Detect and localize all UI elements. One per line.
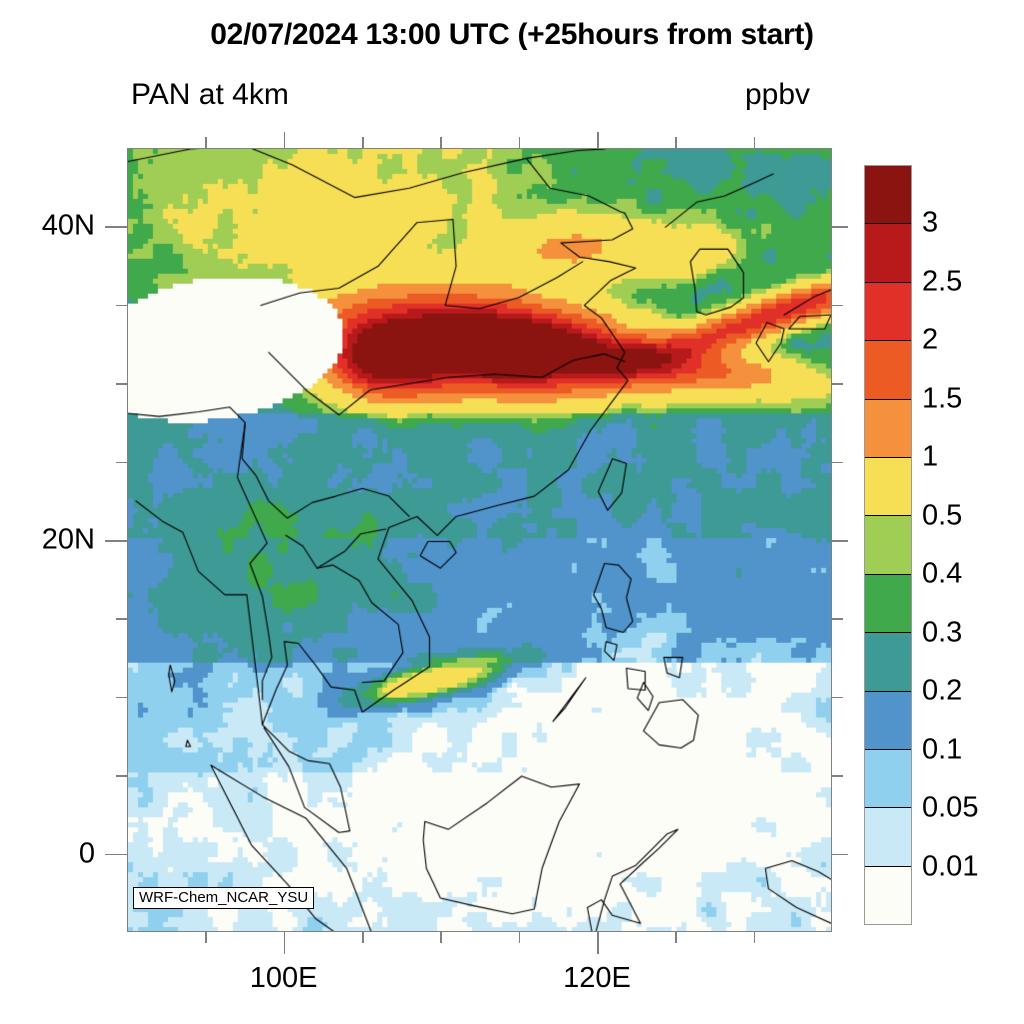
colorbar-band <box>865 691 911 750</box>
y-minor-tick-right <box>832 696 843 699</box>
y-major-tick <box>105 853 127 856</box>
colorbar-tick-label: 0.1 <box>922 733 963 766</box>
colorbar-band <box>865 574 911 634</box>
x-minor-tick <box>753 932 756 943</box>
colorbar-band <box>865 399 911 458</box>
colorbar-tick-label: 0.4 <box>922 557 963 590</box>
colorbar-band <box>865 516 911 575</box>
y-minor-tick <box>116 696 127 699</box>
colorbar-band <box>865 166 911 225</box>
colorbar-band <box>865 633 911 692</box>
colorbar-tick-label: 3 <box>922 206 939 239</box>
colorbar-band <box>865 224 911 283</box>
y-minor-tick <box>116 304 127 307</box>
x-minor-tick-top <box>362 137 364 148</box>
units-label: ppbv <box>745 78 811 111</box>
model-watermark: WRF-Chem_NCAR_YSU <box>133 886 315 909</box>
x-axis-label: 100E <box>249 962 318 994</box>
map-field-canvas <box>128 149 831 931</box>
colorbar-band <box>865 749 911 809</box>
y-minor-tick-right <box>832 304 843 307</box>
y-major-tick <box>105 540 127 542</box>
x-major-tick <box>283 932 286 954</box>
y-minor-tick-right <box>832 383 843 385</box>
x-minor-tick-top <box>675 137 677 148</box>
x-minor-tick <box>362 932 364 943</box>
colorbar-band <box>865 457 911 517</box>
x-minor-tick <box>518 932 521 943</box>
page-title: 02/07/2024 13:00 UTC (+25hours from star… <box>210 18 814 51</box>
y-axis-label: 40N <box>41 209 95 242</box>
x-major-tick-top <box>283 132 286 148</box>
y-minor-tick-right <box>832 618 843 620</box>
x-minor-tick-top <box>518 137 521 148</box>
map-plot-area[interactable]: WRF-Chem_NCAR_YSU <box>127 148 832 932</box>
y-minor-tick-right <box>832 775 843 777</box>
y-minor-tick <box>116 775 127 777</box>
y-major-tick <box>105 226 127 228</box>
x-minor-tick-top <box>205 137 207 148</box>
colorbar-band <box>865 341 911 400</box>
x-minor-tick <box>440 932 442 943</box>
colorbar-tick-label: 0.01 <box>922 850 979 883</box>
x-major-tick-top <box>597 132 599 148</box>
colorbar-tick-label: 0.5 <box>922 499 963 532</box>
colorbar-tick-label: 1.5 <box>922 382 963 415</box>
variable-level-label: PAN at 4km <box>131 78 289 111</box>
x-minor-tick-top <box>753 137 756 148</box>
y-minor-tick-right <box>832 461 843 464</box>
y-minor-tick <box>116 618 127 620</box>
colorbar[interactable] <box>864 165 912 925</box>
y-major-tick-right <box>832 540 848 542</box>
y-minor-tick <box>116 461 127 464</box>
y-major-tick-right <box>832 853 848 856</box>
colorbar-tick-label: 2.5 <box>922 265 963 298</box>
colorbar-band <box>865 282 911 342</box>
colorbar-tick-label: 2 <box>922 323 939 356</box>
y-axis-label: 20N <box>41 523 95 556</box>
x-minor-tick <box>675 932 677 943</box>
x-axis-label: 120E <box>563 962 631 994</box>
colorbar-tick-label: 0.2 <box>922 674 963 707</box>
y-major-tick-right <box>832 226 848 228</box>
colorbar-tick-label: 1 <box>922 440 939 473</box>
y-axis-label: 0 <box>78 837 95 870</box>
colorbar-band <box>865 866 911 925</box>
x-minor-tick <box>205 932 207 943</box>
y-minor-tick <box>116 383 127 385</box>
colorbar-tick-label: 0.3 <box>922 616 963 649</box>
colorbar-tick-label: 0.05 <box>922 791 979 824</box>
colorbar-band <box>865 808 911 867</box>
x-major-tick <box>597 932 599 954</box>
x-minor-tick-top <box>440 137 442 148</box>
